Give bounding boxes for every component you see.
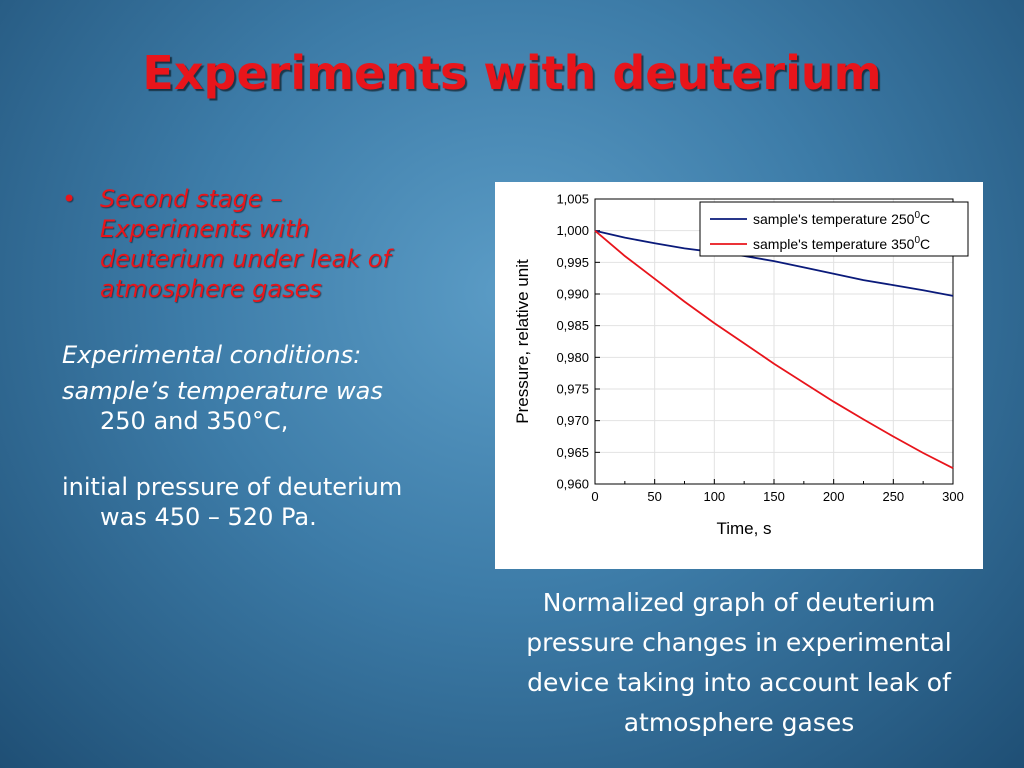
x-tick-label: 50 <box>647 489 661 504</box>
bullet-item-second-stage: • Second stage – Experiments with deuter… <box>62 184 482 304</box>
pressure-chart: 0 50 100 150 200 250 300 0,960 0,965 0,970 0,975 0,… <box>513 192 969 538</box>
pressure-line-2: was 450 – 520 Pa. <box>100 503 317 531</box>
y-tick-label: 0,975 <box>556 382 589 397</box>
chart-panel: 0 50 100 150 200 250 300 0,960 0,965 0,970 0,975 0,… <box>495 182 983 569</box>
temperature-line-1: sample’s temperature was <box>62 377 383 405</box>
bullet-line: Second stage – <box>100 185 283 213</box>
conditions-heading: Experimental conditions: <box>62 341 362 369</box>
y-tick-label: 0,960 <box>556 477 589 492</box>
bullet-line: atmosphere gases <box>100 275 322 303</box>
temperature-condition: sample’s temperature was 250 and 350°C, <box>62 376 482 436</box>
legend-label: sample's temperature 2500C <box>753 210 930 227</box>
caption-line: device taking into account leak of <box>527 668 951 697</box>
legend-label-suffix: C <box>920 211 930 227</box>
legend-label: sample's temperature 3500C <box>753 235 930 252</box>
slide-title: Experiments with deuterium <box>142 46 882 100</box>
y-tick-label: 0,995 <box>556 255 589 270</box>
pressure-line-1: initial pressure of deuterium <box>62 473 403 501</box>
y-tick-label: 0,965 <box>556 445 589 460</box>
y-tick-label: 0,990 <box>556 287 589 302</box>
x-tick-label: 300 <box>942 489 964 504</box>
x-tick-label: 250 <box>882 489 904 504</box>
legend-box <box>699 201 969 257</box>
y-tick-label: 0,985 <box>556 318 589 333</box>
temperature-line-2: 250 and 350°C, <box>100 407 289 435</box>
y-tick-label: 1,000 <box>556 223 589 238</box>
y-tick-label: 1,005 <box>556 192 589 207</box>
y-axis-title: Pressure, relative unit <box>513 259 532 424</box>
x-tick-label: 100 <box>703 489 725 504</box>
bullet-line: Experiments with <box>100 215 310 243</box>
x-tick-label: 0 <box>591 489 598 504</box>
bullet-line: deuterium under leak of <box>100 245 391 273</box>
legend-label-superscript: 0 <box>914 235 920 246</box>
caption-line: pressure changes in experimental <box>526 628 952 657</box>
pressure-condition: initial pressure of deuterium was 450 – … <box>62 472 482 532</box>
x-axis-title: Time, s <box>716 519 771 538</box>
bullet-dot-icon: • <box>62 185 77 213</box>
caption-line: Normalized graph of deuterium <box>542 588 936 617</box>
legend-label-superscript: 0 <box>914 210 920 221</box>
series-line <box>594 230 954 470</box>
y-tick-label: 0,970 <box>556 413 589 428</box>
caption-line: atmosphere gases <box>623 708 855 737</box>
x-tick-label: 150 <box>763 489 785 504</box>
left-text-column: • Second stage – Experiments with deuter… <box>62 184 482 532</box>
y-tick-label: 0,980 <box>556 350 589 365</box>
x-tick-label: 200 <box>823 489 845 504</box>
legend-label-suffix: C <box>920 236 930 252</box>
series-line <box>594 229 954 297</box>
chart-legend: sample's temperature 2500C sample's tempe… <box>699 201 969 257</box>
chart-caption: Normalized graph of deuterium pressure c… <box>495 583 983 743</box>
